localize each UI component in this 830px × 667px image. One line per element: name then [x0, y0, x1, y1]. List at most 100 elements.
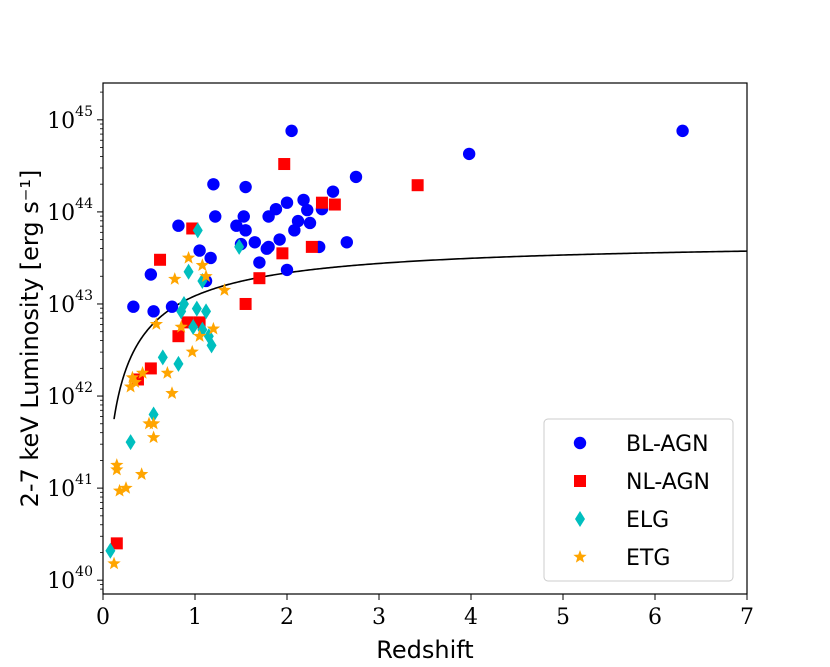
y-tick-exponent: 45 — [75, 104, 93, 120]
nl-agn-point — [328, 198, 341, 211]
nl-agn-point — [315, 196, 328, 209]
legend-marker-bl-agn — [573, 436, 587, 450]
x-axis-label: Redshift — [376, 636, 473, 664]
bl-agn-point — [285, 124, 298, 138]
etg-point — [125, 370, 140, 384]
elg-point — [192, 222, 203, 239]
legend-marker-elg — [575, 511, 585, 527]
bl-agn-point — [326, 185, 340, 198]
etg-point — [149, 317, 164, 330]
etg-point — [181, 250, 196, 264]
bl-agn-point — [340, 236, 353, 249]
y-tick-base: 10 — [47, 569, 75, 594]
bl-agn-point — [239, 224, 252, 237]
etg-point — [119, 481, 133, 494]
legend-label: ETG — [626, 546, 670, 571]
bl-agn-point — [297, 193, 310, 207]
etg-point — [160, 366, 175, 379]
y-tick-base: 10 — [47, 293, 75, 318]
elg-point — [191, 300, 202, 317]
bl-agn-point — [349, 170, 363, 184]
etg-point — [199, 269, 213, 283]
bl-agn-point — [280, 263, 294, 277]
nl-agn-point — [278, 158, 291, 171]
bl-agn-point — [230, 219, 243, 232]
y-tick-label: 1042 — [47, 380, 93, 410]
x-tick-label: 6 — [648, 605, 662, 630]
series-etg — [107, 250, 232, 570]
etg-point — [195, 258, 210, 271]
x-tick-label: 4 — [464, 605, 478, 630]
legend-box — [543, 418, 734, 582]
elg-point — [125, 434, 136, 451]
bl-agn-point — [147, 305, 160, 318]
etg-point — [128, 375, 142, 388]
nl-agn-point — [253, 272, 266, 285]
etg-point — [123, 379, 138, 393]
legend-label: NL-AGN — [626, 470, 710, 495]
y-tick-label: 1044 — [47, 196, 93, 226]
y-axis-label: 2-7 keV Luminosity [erg s⁻¹] — [16, 170, 44, 508]
y-tick-base: 10 — [47, 477, 75, 502]
etg-point — [135, 366, 150, 379]
etg-point — [165, 386, 179, 399]
axes-frame — [102, 82, 748, 595]
x-tick-label: 5 — [556, 605, 570, 630]
y-tick-base: 10 — [47, 201, 75, 226]
y-tick-base: 10 — [47, 385, 75, 410]
legend-label: BL-AGN — [626, 432, 709, 457]
nl-agn-point — [154, 253, 167, 266]
bl-agn-point — [204, 251, 217, 265]
series-bl-agn — [127, 124, 689, 318]
series-elg — [105, 222, 245, 559]
bl-agn-point — [303, 216, 317, 230]
elg-point — [173, 355, 184, 372]
etg-point — [112, 483, 127, 497]
bl-agn-point — [127, 300, 140, 313]
bl-agn-point — [209, 210, 222, 223]
bl-agn-point — [172, 219, 185, 232]
sensitivity-curve-layer — [113, 250, 748, 420]
elg-point — [201, 303, 212, 320]
nl-agn-point — [276, 247, 289, 260]
elg-point — [148, 406, 159, 423]
bl-agn-point — [253, 256, 266, 269]
elg-point — [105, 542, 116, 559]
elg-point — [183, 263, 194, 280]
bl-agn-point — [676, 124, 689, 138]
etg-point — [185, 344, 199, 358]
etg-point — [107, 556, 121, 570]
bl-agn-point — [273, 233, 286, 246]
x-tick-label: 1 — [188, 605, 202, 630]
bl-agn-point — [291, 214, 305, 228]
x-axis-ticks: 0 1 2 3 4 5 6 7 — [96, 594, 754, 630]
etg-point — [192, 329, 207, 342]
sensitivity-curve — [113, 250, 748, 420]
etg-point — [217, 283, 232, 296]
elg-point — [178, 295, 189, 312]
y-tick-exponent: 41 — [75, 472, 93, 488]
elg-point — [188, 318, 199, 335]
bl-agn-point — [207, 178, 220, 191]
x-tick-label: 7 — [740, 605, 754, 630]
bl-agn-point — [280, 196, 294, 209]
bl-agn-point — [193, 244, 206, 257]
bl-agn-point — [165, 300, 179, 313]
nl-agn-point — [411, 179, 424, 192]
etg-point — [206, 321, 221, 335]
nl-agn-point — [305, 240, 318, 253]
data-points — [105, 124, 689, 570]
y-tick-exponent: 44 — [75, 196, 93, 212]
elg-point — [157, 349, 168, 366]
y-tick-exponent: 43 — [75, 288, 93, 304]
etg-point — [110, 462, 124, 476]
x-tick-label: 3 — [372, 605, 386, 630]
y-tick-label: 1041 — [47, 472, 93, 502]
y-tick-label: 1045 — [47, 104, 93, 134]
legend-marker-etg — [573, 550, 587, 563]
bl-agn-point — [144, 268, 158, 281]
y-tick-exponent: 40 — [75, 564, 93, 580]
etg-point — [168, 272, 182, 285]
